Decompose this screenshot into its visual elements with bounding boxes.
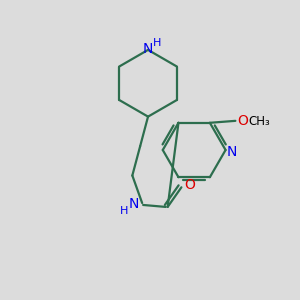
Text: O: O [237,114,248,128]
Text: CH₃: CH₃ [248,115,270,128]
Text: N: N [143,42,153,56]
Text: N: N [226,145,237,159]
Text: H: H [153,38,161,48]
Text: O: O [184,178,195,192]
Text: H: H [120,206,129,216]
Text: N: N [128,197,139,211]
